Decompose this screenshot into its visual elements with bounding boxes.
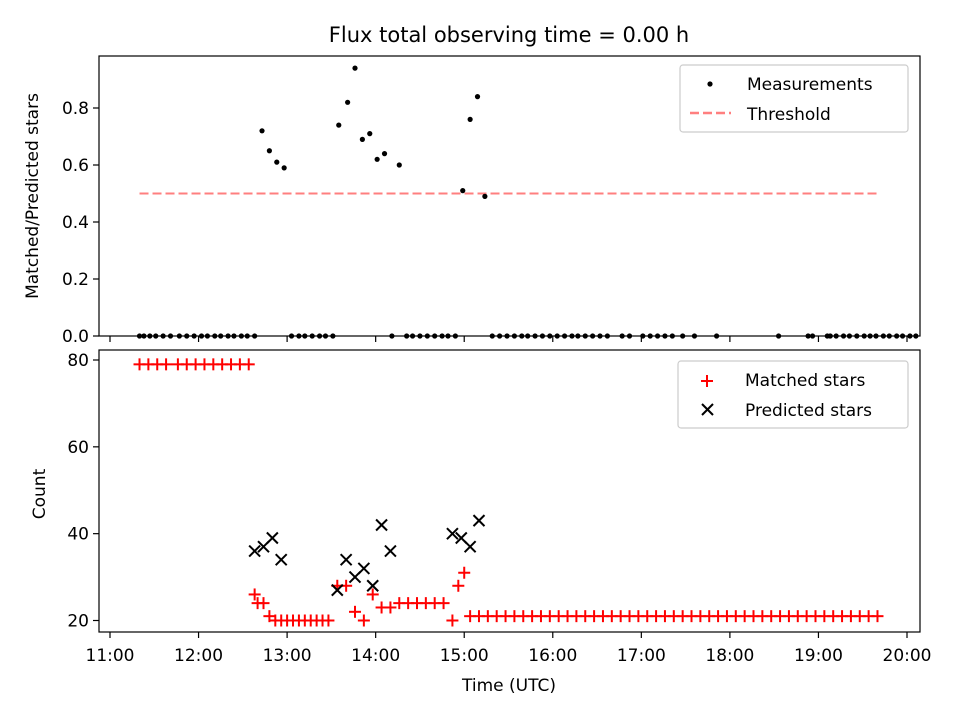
- measurement-point: [474, 94, 481, 100]
- predicted-star-point: [375, 518, 388, 532]
- legend-predicted-marker: [701, 403, 714, 416]
- matched-star-point: [349, 605, 362, 618]
- x-tick-label: 17:00: [617, 646, 666, 666]
- x-tick-label: 15:00: [440, 646, 489, 666]
- predicted-star-point: [472, 514, 486, 527]
- bottom-y-tick-label: 20: [67, 612, 89, 632]
- measurement-point: [259, 128, 265, 134]
- bottom-axes: Count Time (UTC) 20 40 60 80 11:00 12:00 13:00…: [30, 349, 932, 696]
- measurement-point: [482, 193, 488, 199]
- measurement-point: [266, 148, 272, 154]
- legend-measurements-label: Measurements: [747, 75, 873, 95]
- x-tick-label: 20:00: [883, 646, 932, 666]
- bottom-y-tick-label: 40: [67, 525, 89, 545]
- matched-star-point: [322, 614, 335, 627]
- legend-matched-label: Matched stars: [745, 371, 865, 391]
- predicted-star-point: [446, 527, 459, 540]
- x-tick-label: 19:00: [794, 646, 843, 666]
- matched-star-point: [366, 588, 379, 601]
- x-tick-label: 12:00: [174, 646, 223, 666]
- chart-title: Flux total observing time = 0.00 h: [329, 23, 689, 47]
- top-legend-box: [679, 64, 909, 133]
- top-axes: Flux total observing time = 0.00 h Match…: [23, 23, 921, 347]
- legend-predicted-label: Predicted stars: [745, 401, 872, 421]
- measurement-point: [359, 136, 365, 142]
- predicted-star-point: [248, 544, 261, 558]
- legend-measurements-marker: [707, 81, 713, 87]
- matched-star-point: [242, 358, 255, 371]
- bottom-y-axis-label: Count: [30, 468, 50, 519]
- legend-threshold-label: Threshold: [746, 105, 831, 125]
- top-y-tick-label: 0.4: [62, 213, 89, 233]
- x-axis-label: Time (UTC): [461, 676, 556, 696]
- bottom-legend: Matched stars Predicted stars: [677, 360, 909, 429]
- measurement-point: [381, 151, 388, 157]
- bottom-y-tick-label: 60: [67, 438, 89, 458]
- matched-star-point: [357, 614, 370, 627]
- measurement-point: [367, 131, 373, 137]
- x-tick-label: 13:00: [263, 646, 312, 666]
- matched-star-point: [160, 358, 173, 371]
- measurement-point: [467, 116, 473, 122]
- measurement-point: [352, 65, 358, 71]
- predicted-star-point: [366, 579, 379, 592]
- top-axes-frame: [98, 55, 921, 337]
- matched-star-point: [871, 610, 884, 623]
- top-y-tick-label: 0.6: [62, 156, 89, 176]
- matched-star-point: [248, 588, 261, 601]
- x-tick-label: 18:00: [705, 646, 754, 666]
- top-y-tick-label: 0.2: [62, 270, 89, 290]
- measurement-point: [374, 156, 380, 162]
- predicted-star-point: [339, 553, 353, 566]
- predicted-star-point: [331, 583, 344, 597]
- predicted-star-point: [266, 531, 279, 545]
- bottom-legend-box: [677, 360, 909, 429]
- legend-matched-marker: [701, 375, 713, 387]
- bottom-axes-frame: [98, 349, 921, 633]
- predicted-star-point: [463, 540, 477, 553]
- predicted-star-point: [275, 553, 288, 566]
- x-tick-label: 11:00: [86, 646, 135, 666]
- matched-star-point: [446, 614, 459, 627]
- top-legend: Measurements Threshold: [679, 64, 909, 133]
- bottom-y-tick-label: 80: [67, 351, 89, 371]
- measurement-point: [274, 159, 280, 165]
- matched-star-point: [452, 579, 465, 592]
- matched-star-point: [437, 597, 450, 610]
- measurement-point: [345, 99, 351, 105]
- x-tick-label: 14:00: [351, 646, 400, 666]
- predicted-star-point: [384, 544, 397, 558]
- measurement-point: [460, 188, 466, 194]
- matched-star-point: [257, 597, 270, 610]
- predicted-star-point: [357, 562, 371, 575]
- measurement-point: [336, 122, 342, 128]
- top-y-tick-label: 0.0: [62, 327, 89, 347]
- matched-star-point: [384, 601, 397, 614]
- x-tick-label: 16:00: [528, 646, 577, 666]
- measurement-point: [396, 162, 402, 168]
- measurement-point: [281, 165, 287, 171]
- top-y-tick-label: 0.8: [62, 99, 89, 119]
- matched-star-point: [458, 566, 471, 579]
- bottom-plot-area: 20 40 60 80 11:00 12:00 13:00 14:00 15:00 16:00 17…: [67, 351, 931, 666]
- top-y-axis-label: Matched/Predicted stars: [23, 93, 43, 299]
